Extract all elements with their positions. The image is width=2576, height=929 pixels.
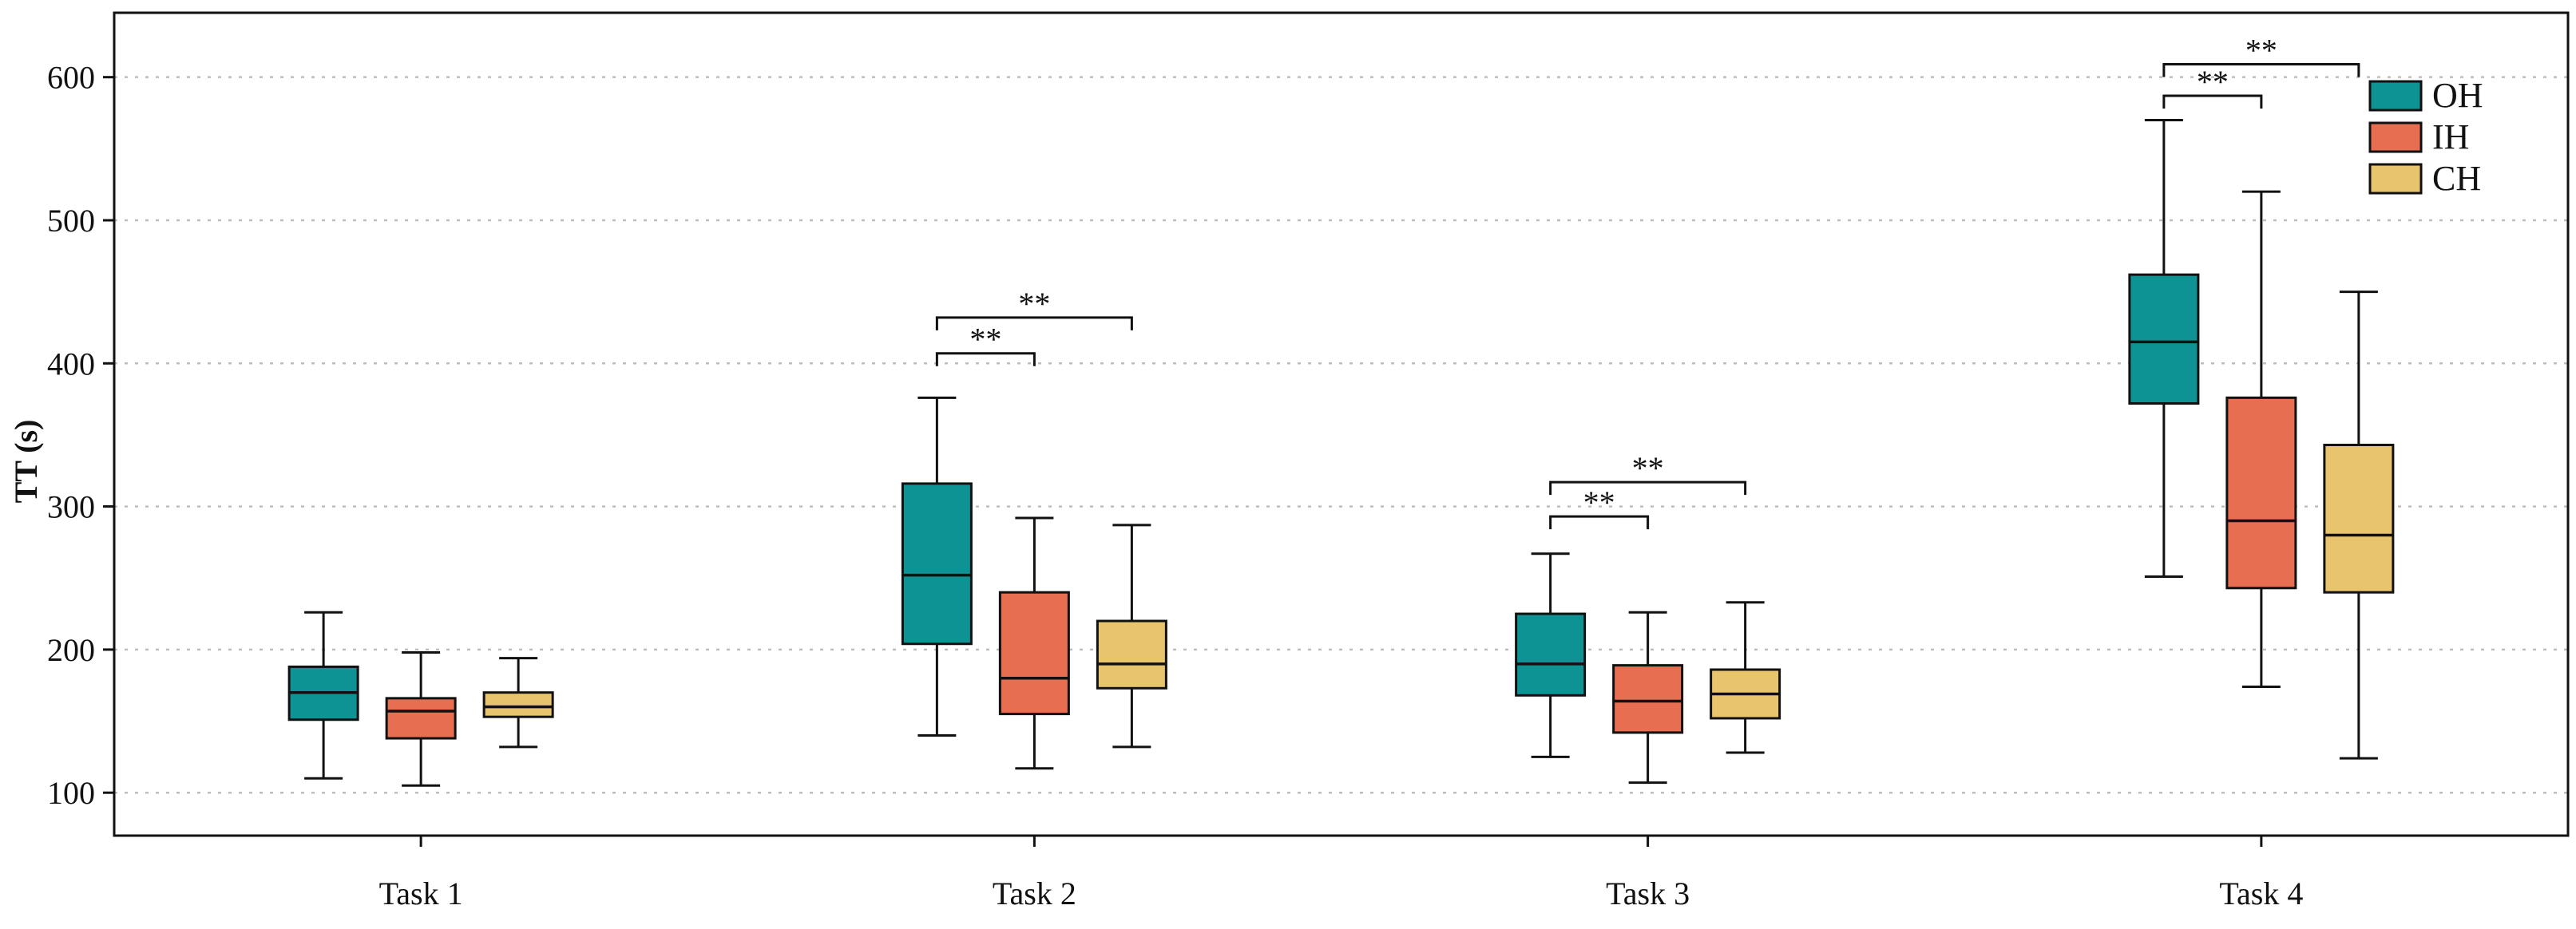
box-oh — [901, 396, 973, 737]
bracket-line — [2162, 63, 2360, 77]
x-tick-label: Task 1 — [379, 876, 463, 911]
legend-label: IH — [2432, 117, 2469, 156]
legend-item-ih: IH — [2368, 117, 2469, 156]
significance-label: ** — [2245, 33, 2277, 69]
box-ch — [2323, 291, 2395, 760]
y-axis-label: TT (s) — [8, 420, 44, 504]
series-oh — [287, 118, 2200, 780]
iqr-box — [998, 591, 1070, 716]
significance-bracket: ** — [2162, 33, 2360, 77]
bracket-line — [1549, 515, 1650, 530]
bracket-line — [935, 352, 1036, 366]
iqr-box — [1096, 619, 1167, 690]
iqr-box — [1515, 612, 1587, 697]
box-ih — [385, 650, 457, 787]
x-axis-ticks: Task 1 Task 2 Task 3 Task 4 — [379, 836, 2303, 911]
significance-label: ** — [1583, 484, 1615, 520]
significance-label: ** — [969, 322, 1001, 358]
bracket-line — [2162, 94, 2263, 109]
legend-label: OH — [2432, 76, 2483, 115]
x-tick-label: Task 2 — [993, 876, 1076, 911]
box-ih — [998, 516, 1070, 770]
series-ih — [385, 190, 2297, 787]
bracket-line — [1549, 480, 1747, 496]
significance-label: ** — [1632, 450, 1664, 486]
grid-lines — [114, 76, 2568, 794]
legend-label: CH — [2432, 159, 2481, 198]
significance-bracket: ** — [1549, 450, 1747, 496]
x-tick-label: Task 3 — [1606, 876, 1690, 911]
iqr-box — [901, 482, 973, 646]
significance-label: ** — [1018, 286, 1050, 322]
significance-bracket: ** — [935, 322, 1036, 366]
box-ch — [1096, 524, 1167, 749]
y-tick-label: 100 — [47, 775, 95, 811]
y-tick-label: 300 — [47, 489, 95, 525]
legend-swatch — [2368, 121, 2423, 153]
iqr-box — [1612, 664, 1684, 734]
legend-item-ch: CH — [2368, 159, 2481, 198]
box-oh — [287, 611, 359, 780]
box-oh — [1515, 552, 1587, 758]
box-ih — [2225, 190, 2297, 689]
iqr-box — [385, 697, 457, 740]
bracket-line — [935, 316, 1133, 330]
iqr-box — [2323, 443, 2395, 594]
box-ih — [1612, 611, 1684, 785]
series-ch — [482, 291, 2395, 760]
significance-label: ** — [2197, 64, 2229, 100]
significance-brackets: ** ** ** ** ** ** — [935, 33, 2360, 530]
legend-item-oh: OH — [2368, 76, 2483, 115]
box-oh — [2128, 118, 2200, 578]
y-tick-label: 400 — [47, 346, 95, 381]
y-tick-label: 600 — [47, 60, 95, 96]
significance-bracket: ** — [1549, 484, 1650, 530]
legend-swatch — [2368, 80, 2423, 112]
box-ch — [1710, 601, 1781, 754]
plot-frame — [113, 11, 2570, 837]
box-series — [287, 118, 2395, 787]
box-ch — [482, 657, 554, 749]
iqr-box — [2225, 396, 2297, 590]
y-tick-label: 200 — [47, 632, 95, 668]
x-tick-label: Task 4 — [2219, 876, 2303, 911]
iqr-box — [2128, 273, 2200, 405]
legend-swatch — [2368, 163, 2423, 195]
significance-bracket: ** — [2162, 64, 2263, 109]
y-tick-label: 500 — [47, 203, 95, 239]
significance-bracket: ** — [935, 286, 1133, 330]
y-axis-ticks: 100 200 300 400 500 600 — [47, 60, 114, 811]
iqr-box — [482, 691, 554, 718]
